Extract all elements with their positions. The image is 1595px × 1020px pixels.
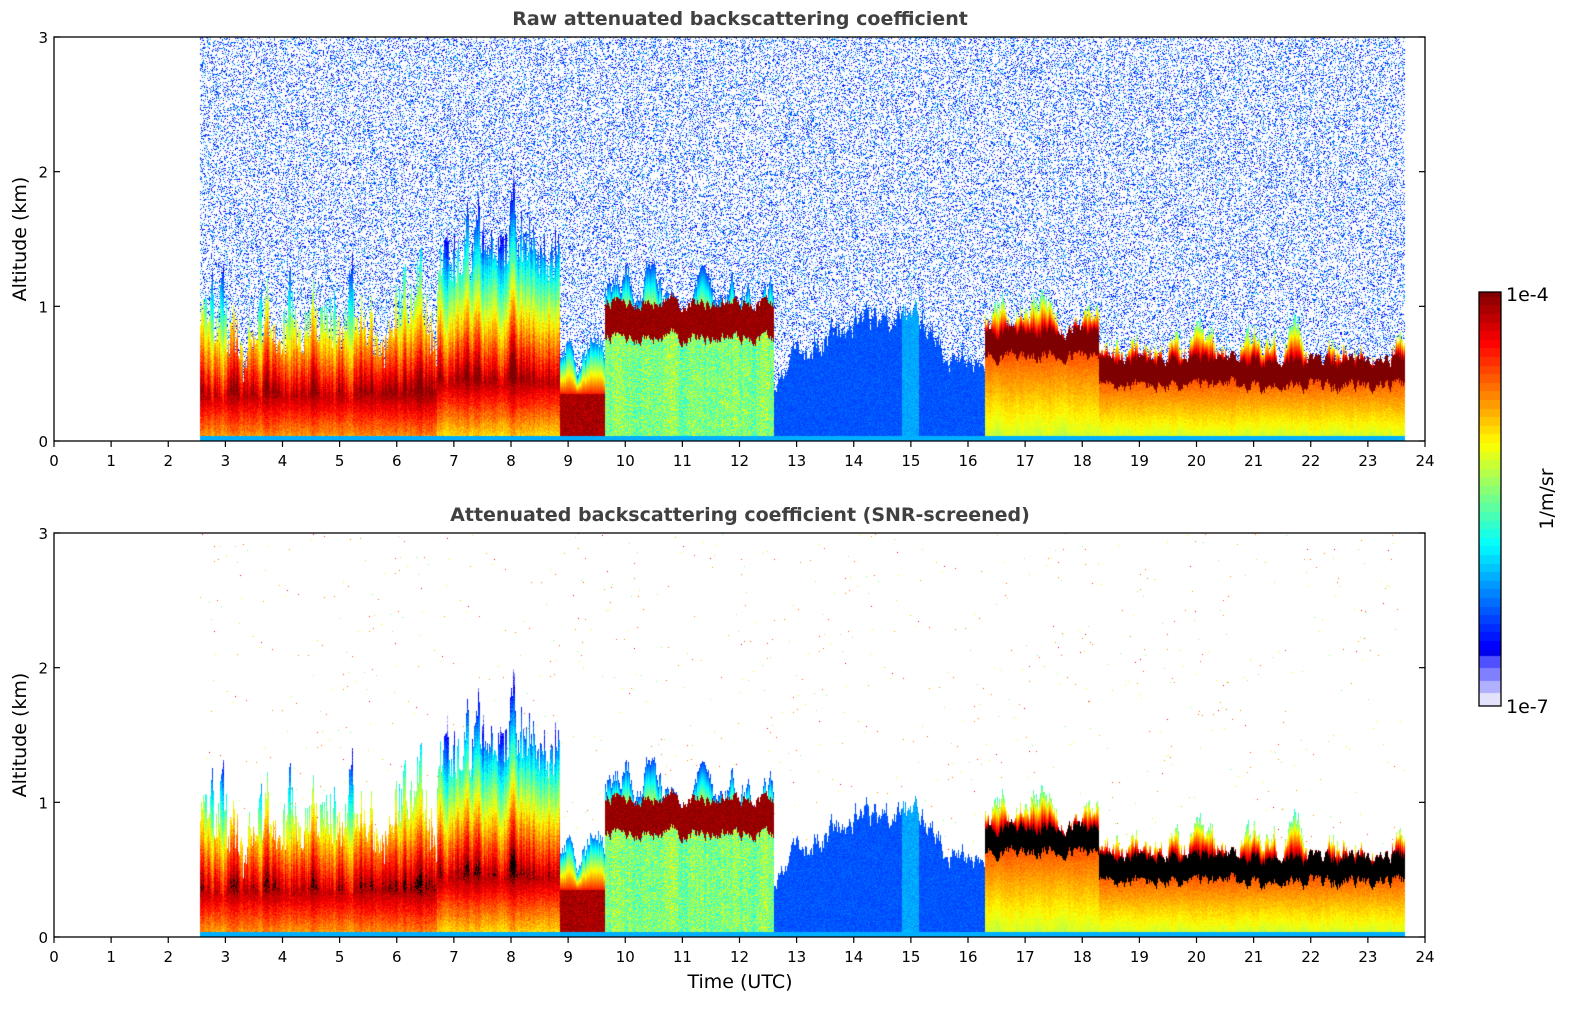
x-tick-label: 13 bbox=[787, 452, 806, 470]
x-tick-label: 3 bbox=[221, 452, 231, 470]
top-plot-frame bbox=[53, 36, 1426, 442]
x-tick-label: 16 bbox=[958, 452, 977, 470]
x-tick-label: 2 bbox=[163, 452, 173, 470]
x-tick-label: 18 bbox=[1073, 452, 1092, 470]
colorbar-unit-label: 1/m/sr bbox=[1536, 468, 1558, 529]
x-tick-label: 24 bbox=[1415, 948, 1434, 966]
x-tick-label: 22 bbox=[1301, 452, 1320, 470]
x-tick-label: 21 bbox=[1244, 452, 1263, 470]
x-tick-label: 12 bbox=[730, 948, 749, 966]
bottom-panel-title: Attenuated backscattering coefficient (S… bbox=[450, 504, 1030, 526]
colorbar-min-label: 1e-7 bbox=[1506, 696, 1549, 718]
x-tick-label: 23 bbox=[1358, 452, 1377, 470]
x-tick-label: 10 bbox=[616, 948, 635, 966]
colorbar-gradient bbox=[1479, 292, 1501, 706]
x-tick-label: 14 bbox=[844, 948, 863, 966]
top-panel-title: Raw attenuated backscattering coefficien… bbox=[512, 8, 968, 30]
x-tick-label: 11 bbox=[673, 948, 692, 966]
colorbar-max-label: 1e-4 bbox=[1506, 284, 1549, 306]
y-tick-label: 2 bbox=[38, 164, 48, 182]
top-heatmap-image bbox=[54, 37, 1425, 441]
y-tick-label: 1 bbox=[38, 298, 48, 316]
x-tick-label: 22 bbox=[1301, 948, 1320, 966]
x-tick-label: 17 bbox=[1016, 948, 1035, 966]
x-tick-label: 7 bbox=[449, 948, 459, 966]
x-tick-label: 16 bbox=[958, 948, 977, 966]
x-tick-label: 18 bbox=[1073, 948, 1092, 966]
x-tick-label: 1 bbox=[106, 948, 116, 966]
y-tick-label: 0 bbox=[38, 929, 48, 947]
bottom-plot-frame bbox=[53, 532, 1426, 938]
y-tick-label: 0 bbox=[38, 433, 48, 451]
y-tick-label: 1 bbox=[38, 794, 48, 812]
x-tick-label: 24 bbox=[1415, 452, 1434, 470]
x-tick-label: 8 bbox=[506, 452, 516, 470]
top-x-axis-ticks: 0 1 2 3 4 5 6 7 8 9 10 11 12 13 14 15 16 17 18 19 20 21 22 23 24 bbox=[49, 441, 1435, 470]
x-tick-label: 15 bbox=[901, 452, 920, 470]
x-tick-label: 20 bbox=[1187, 452, 1206, 470]
top-y-axis-label: Altitude (km) bbox=[9, 177, 31, 302]
x-tick-label: 11 bbox=[673, 452, 692, 470]
x-tick-label: 8 bbox=[506, 948, 516, 966]
x-tick-label: 12 bbox=[730, 452, 749, 470]
x-axis-label: Time (UTC) bbox=[686, 971, 792, 993]
x-tick-label: 21 bbox=[1244, 948, 1263, 966]
x-tick-label: 5 bbox=[335, 948, 345, 966]
top-y-axis-ticks: 0 1 2 3 bbox=[38, 29, 1425, 451]
x-tick-label: 9 bbox=[563, 948, 573, 966]
x-tick-label: 3 bbox=[221, 948, 231, 966]
x-tick-label: 14 bbox=[844, 452, 863, 470]
y-tick-label: 2 bbox=[38, 660, 48, 678]
colorbar-frame bbox=[1478, 291, 1502, 707]
x-tick-label: 9 bbox=[563, 452, 573, 470]
x-tick-label: 15 bbox=[901, 948, 920, 966]
x-tick-label: 13 bbox=[787, 948, 806, 966]
x-tick-label: 19 bbox=[1130, 452, 1149, 470]
x-tick-label: 5 bbox=[335, 452, 345, 470]
x-tick-label: 6 bbox=[392, 452, 402, 470]
x-tick-label: 4 bbox=[278, 452, 288, 470]
bottom-y-axis-label: Altitude (km) bbox=[9, 673, 31, 798]
y-tick-label: 3 bbox=[38, 525, 48, 543]
x-tick-label: 0 bbox=[49, 948, 59, 966]
x-tick-label: 6 bbox=[392, 948, 402, 966]
bottom-y-axis-ticks: 0 1 2 3 bbox=[38, 525, 1425, 947]
bottom-x-axis-ticks: 0 1 2 3 4 5 6 7 8 9 10 11 12 13 14 15 16 17 18 19 20 21 22 23 24 bbox=[49, 937, 1435, 966]
x-tick-label: 7 bbox=[449, 452, 459, 470]
x-tick-label: 20 bbox=[1187, 948, 1206, 966]
y-tick-label: 3 bbox=[38, 29, 48, 47]
x-tick-label: 17 bbox=[1016, 452, 1035, 470]
x-tick-label: 2 bbox=[163, 948, 173, 966]
x-tick-label: 0 bbox=[49, 452, 59, 470]
x-tick-label: 1 bbox=[106, 452, 116, 470]
bottom-heatmap-image bbox=[54, 533, 1425, 937]
x-tick-label: 23 bbox=[1358, 948, 1377, 966]
x-tick-label: 19 bbox=[1130, 948, 1149, 966]
x-tick-label: 10 bbox=[616, 452, 635, 470]
x-tick-label: 4 bbox=[278, 948, 288, 966]
